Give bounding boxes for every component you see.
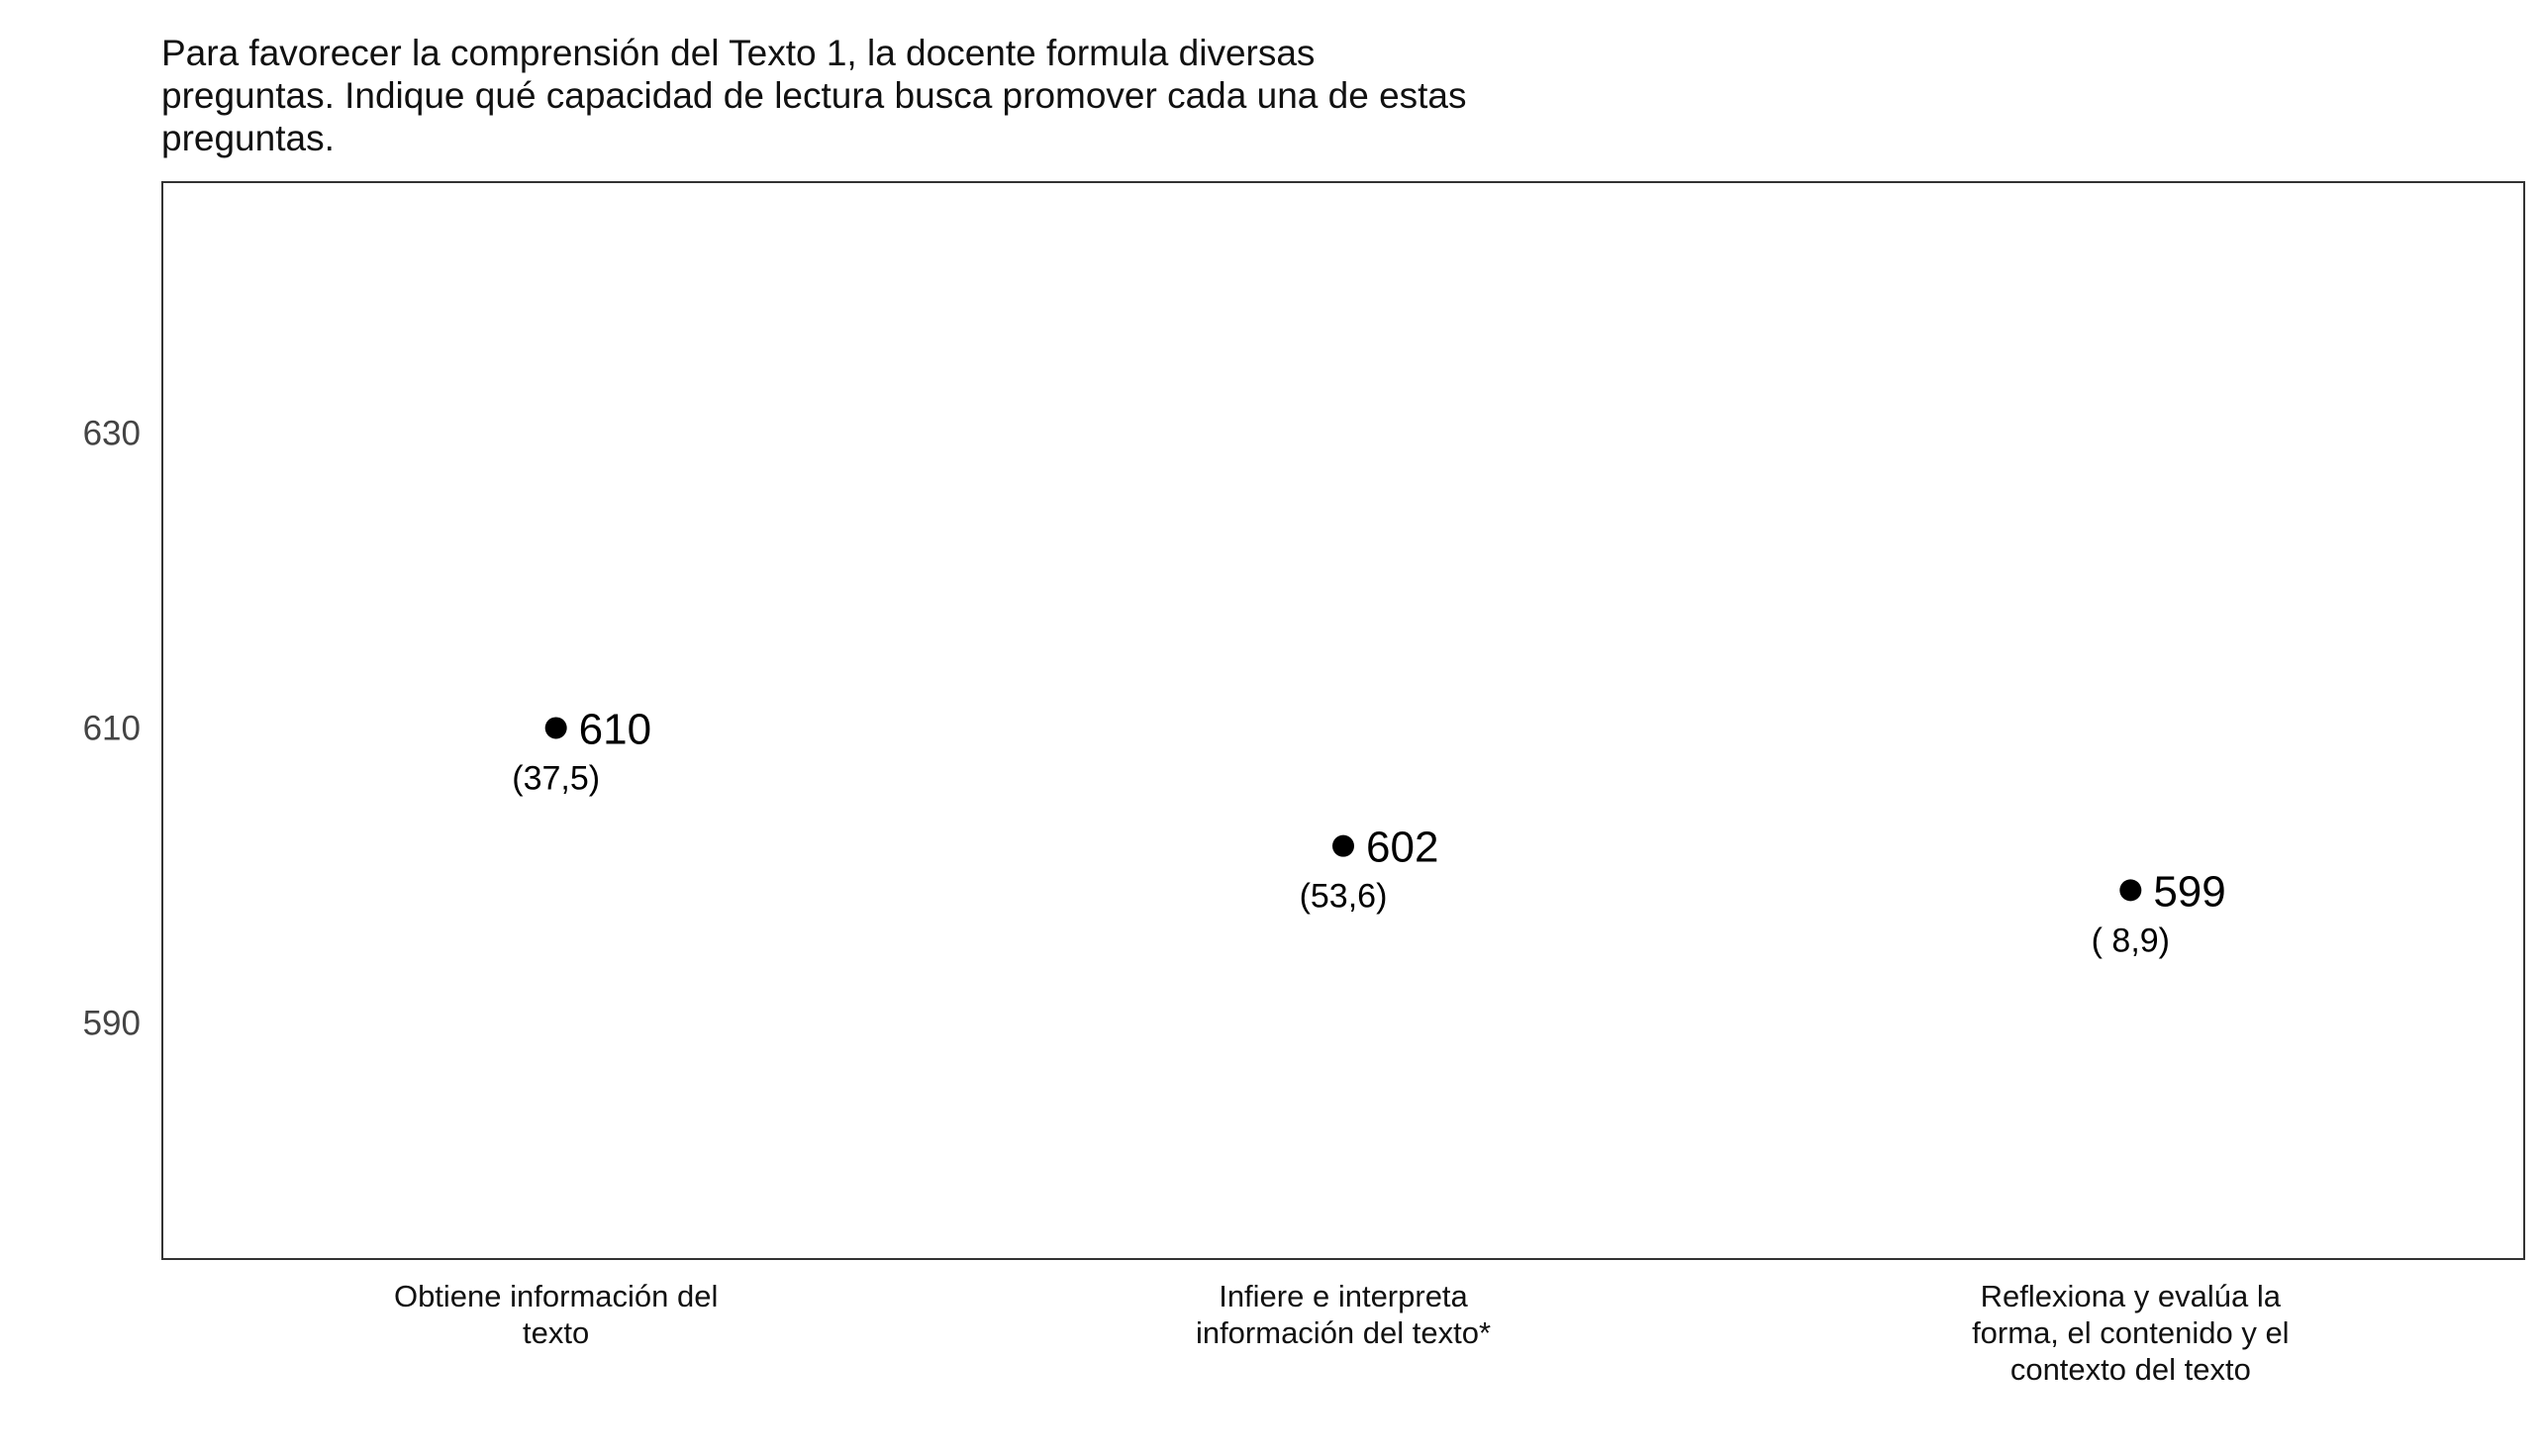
chart-title: Para favorecer la comprensión del Texto … (161, 33, 1467, 158)
y-tick-label: 630 (83, 414, 141, 452)
plot-frame (161, 181, 2525, 1260)
data-sub-label: (53,6) (1300, 878, 1388, 916)
x-tick-label: información del texto* (1196, 1315, 1491, 1350)
data-value-label: 602 (1366, 824, 1438, 872)
data-point (544, 717, 567, 739)
x-tick-label: Reflexiona y evalúa la (1981, 1279, 2282, 1313)
data-point (2119, 879, 2142, 902)
x-tick-label: Obtiene información del (394, 1279, 718, 1313)
x-tick-label: texto (523, 1315, 589, 1350)
chart-title-line: preguntas. Indique qué capacidad de lect… (161, 75, 1467, 116)
data-sub-label: (37,5) (512, 759, 600, 797)
y-tick-label: 610 (83, 709, 141, 747)
data-point (1332, 834, 1354, 857)
data-value-label: 610 (579, 705, 651, 753)
x-tick-label: contexto del texto (2010, 1352, 2251, 1387)
y-axis: 630 610 590 (83, 414, 141, 1042)
chart-title-line: Para favorecer la comprensión del Texto … (161, 33, 1315, 73)
x-tick-label: forma, el contenido y el (1972, 1315, 2290, 1350)
data-value-label: 599 (2153, 867, 2225, 916)
chart-title-line: preguntas. (161, 118, 335, 158)
data-sub-label: ( 8,9) (2092, 922, 2170, 959)
x-tick-label: Infiere e interpreta (1219, 1279, 1468, 1313)
y-tick-label: 590 (83, 1005, 141, 1043)
data-points: 610 (37,5) 602 (53,6) 599 ( 8,9) (512, 705, 2226, 959)
